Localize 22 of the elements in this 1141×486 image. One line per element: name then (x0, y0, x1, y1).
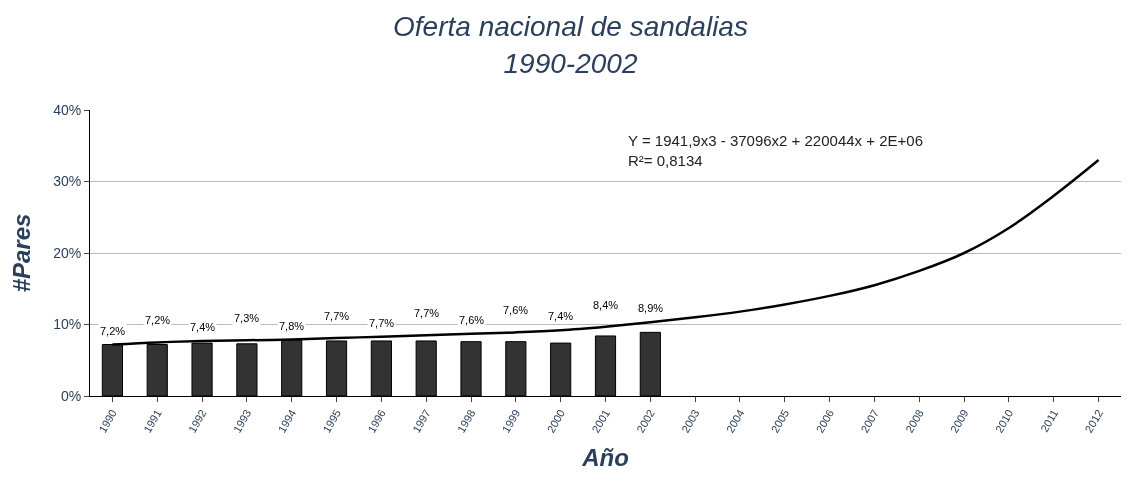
data-label: 7,6% (503, 304, 529, 316)
data-label: 7,8% (279, 320, 305, 332)
y-tick-label: 20% (53, 244, 82, 261)
x-axis-title: Año (581, 443, 629, 471)
data-label: 7,3% (234, 312, 260, 324)
y-tick-label: 30% (53, 173, 82, 190)
data-label: 8,4% (593, 299, 619, 311)
data-label: 7,2% (145, 314, 171, 326)
data-label: 7,4% (548, 310, 574, 322)
data-label: 7,2% (100, 325, 126, 337)
data-label: 8,9% (638, 302, 664, 314)
y-tick-label: 0% (60, 387, 82, 404)
data-label: 7,4% (190, 321, 216, 333)
y-tick-label: 40% (53, 101, 82, 118)
data-label: 7,7% (369, 317, 395, 329)
data-label: 7,7% (324, 310, 350, 322)
y-axis-title: #Pares (8, 213, 36, 293)
data-label: 7,6% (459, 314, 485, 326)
data-label: 7,7% (414, 307, 440, 319)
y-tick-label: 10% (53, 316, 82, 333)
chart-title: Oferta nacional de sandalias 1990-2002 (393, 11, 748, 79)
annotation: Y = 1941,9x3 - 37096x2 + 220044x + 2E+06 R²= 0,8134 (628, 132, 923, 169)
